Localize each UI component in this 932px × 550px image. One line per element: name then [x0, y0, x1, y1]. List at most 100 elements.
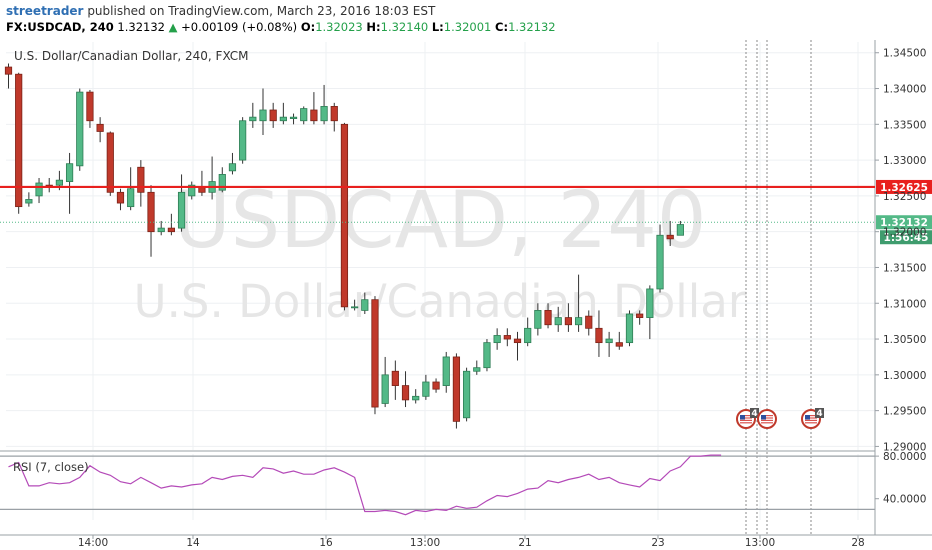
candle[interactable] — [269, 102, 277, 128]
candle[interactable] — [615, 331, 623, 350]
candle-body — [147, 191, 155, 233]
candle[interactable] — [595, 310, 603, 357]
triangle-up-icon: ▲ — [168, 20, 178, 34]
candle[interactable] — [513, 331, 522, 361]
candle[interactable] — [340, 122, 349, 311]
candle-body — [289, 116, 298, 119]
candle[interactable] — [676, 220, 684, 236]
candle-body — [595, 327, 603, 344]
candle-body — [605, 338, 613, 344]
candle[interactable] — [544, 303, 552, 329]
candle[interactable] — [625, 310, 634, 347]
candle[interactable] — [116, 188, 125, 211]
candle-body — [554, 317, 562, 326]
candle[interactable] — [636, 310, 644, 325]
candle[interactable] — [432, 378, 440, 393]
candle[interactable] — [524, 317, 532, 347]
candle[interactable] — [279, 102, 287, 125]
candle[interactable] — [646, 285, 654, 340]
candle[interactable] — [391, 360, 399, 400]
candles[interactable] — [4, 63, 684, 429]
us-flag-event-icon[interactable]: 4 — [801, 408, 824, 429]
candle[interactable] — [65, 152, 74, 214]
candle[interactable] — [157, 220, 165, 236]
rsi-tick-label: 80.0000 — [883, 451, 926, 463]
candle[interactable] — [259, 88, 267, 136]
candle[interactable] — [503, 328, 511, 347]
candle-body — [574, 317, 583, 326]
watermark-name: U.S. Dollar/Canadian Dollar — [134, 275, 747, 328]
candle[interactable] — [605, 331, 613, 357]
candle[interactable] — [35, 178, 43, 204]
candle[interactable] — [381, 356, 389, 408]
close-label: C: — [495, 20, 509, 34]
candle[interactable] — [656, 224, 664, 293]
candle[interactable] — [137, 160, 145, 207]
candle[interactable] — [401, 371, 410, 408]
candle-body — [188, 184, 196, 197]
candle[interactable] — [666, 220, 674, 246]
svg-text:4: 4 — [816, 409, 822, 419]
candle[interactable] — [289, 113, 298, 125]
price-tick-label: 1.34000 — [883, 84, 926, 96]
candle[interactable] — [442, 351, 450, 393]
candle[interactable] — [167, 213, 175, 236]
candle-body — [401, 385, 410, 401]
candle[interactable] — [462, 367, 471, 422]
candle[interactable] — [422, 374, 430, 400]
candle[interactable] — [15, 72, 23, 214]
time-axis[interactable]: 14:00 14 16 13:00 21 23 13:00 28 — [78, 535, 865, 549]
candle[interactable] — [412, 389, 420, 404]
candle[interactable] — [361, 292, 369, 314]
candle[interactable] — [564, 303, 573, 332]
rsi-axis[interactable]: 80.0000 40.0000 — [875, 451, 926, 506]
candle[interactable] — [554, 306, 562, 332]
rsi-pane[interactable] — [0, 454, 875, 516]
candle[interactable] — [534, 303, 542, 336]
candle-body — [76, 91, 84, 167]
last-price-label: 1.32132 — [880, 217, 928, 229]
candle[interactable] — [493, 328, 501, 350]
candle[interactable] — [96, 117, 104, 143]
candle[interactable] — [4, 63, 13, 89]
candle-body — [228, 163, 237, 172]
candle[interactable] — [127, 167, 135, 211]
horizontal-line[interactable]: 1.32625 — [0, 179, 932, 194]
candle[interactable] — [452, 353, 461, 429]
candle[interactable] — [351, 299, 359, 311]
candle[interactable] — [76, 88, 84, 171]
candle[interactable] — [177, 174, 186, 232]
candle[interactable] — [300, 106, 308, 125]
candle-body — [473, 367, 481, 372]
candle-body — [483, 342, 491, 369]
us-flag-event-icon[interactable]: 4 — [736, 408, 759, 429]
candle[interactable] — [25, 192, 33, 207]
price-axis[interactable]: 1.34500 1.34000 1.33500 1.33000 1.32500 1.320… — [875, 48, 926, 454]
price-tick-label: 1.30000 — [883, 370, 926, 382]
candle[interactable] — [585, 310, 593, 336]
svg-text:4: 4 — [751, 409, 757, 419]
candle[interactable] — [574, 274, 583, 332]
candle[interactable] — [310, 92, 318, 125]
candle[interactable] — [473, 360, 481, 375]
candle[interactable] — [106, 131, 114, 196]
candle-body — [249, 116, 257, 122]
candle[interactable] — [249, 102, 257, 128]
candle[interactable] — [228, 152, 237, 175]
candle[interactable] — [86, 89, 94, 128]
candle[interactable] — [371, 296, 379, 415]
candle[interactable] — [147, 185, 155, 257]
candle[interactable] — [330, 102, 338, 132]
candle[interactable] — [218, 167, 226, 193]
publisher-name[interactable]: streetrader — [6, 4, 84, 18]
candle-body — [615, 342, 623, 347]
candle[interactable] — [483, 339, 491, 372]
us-flag-event-icon[interactable] — [757, 409, 777, 429]
price-chart[interactable]: USDCAD, 240 U.S. Dollar/Canadian Dollar … — [0, 40, 932, 550]
rsi-line[interactable] — [8, 454, 722, 516]
candle[interactable] — [239, 117, 247, 164]
rsi-tick-label: 40.0000 — [883, 494, 926, 506]
candle[interactable] — [320, 84, 328, 125]
candle[interactable] — [188, 181, 196, 200]
